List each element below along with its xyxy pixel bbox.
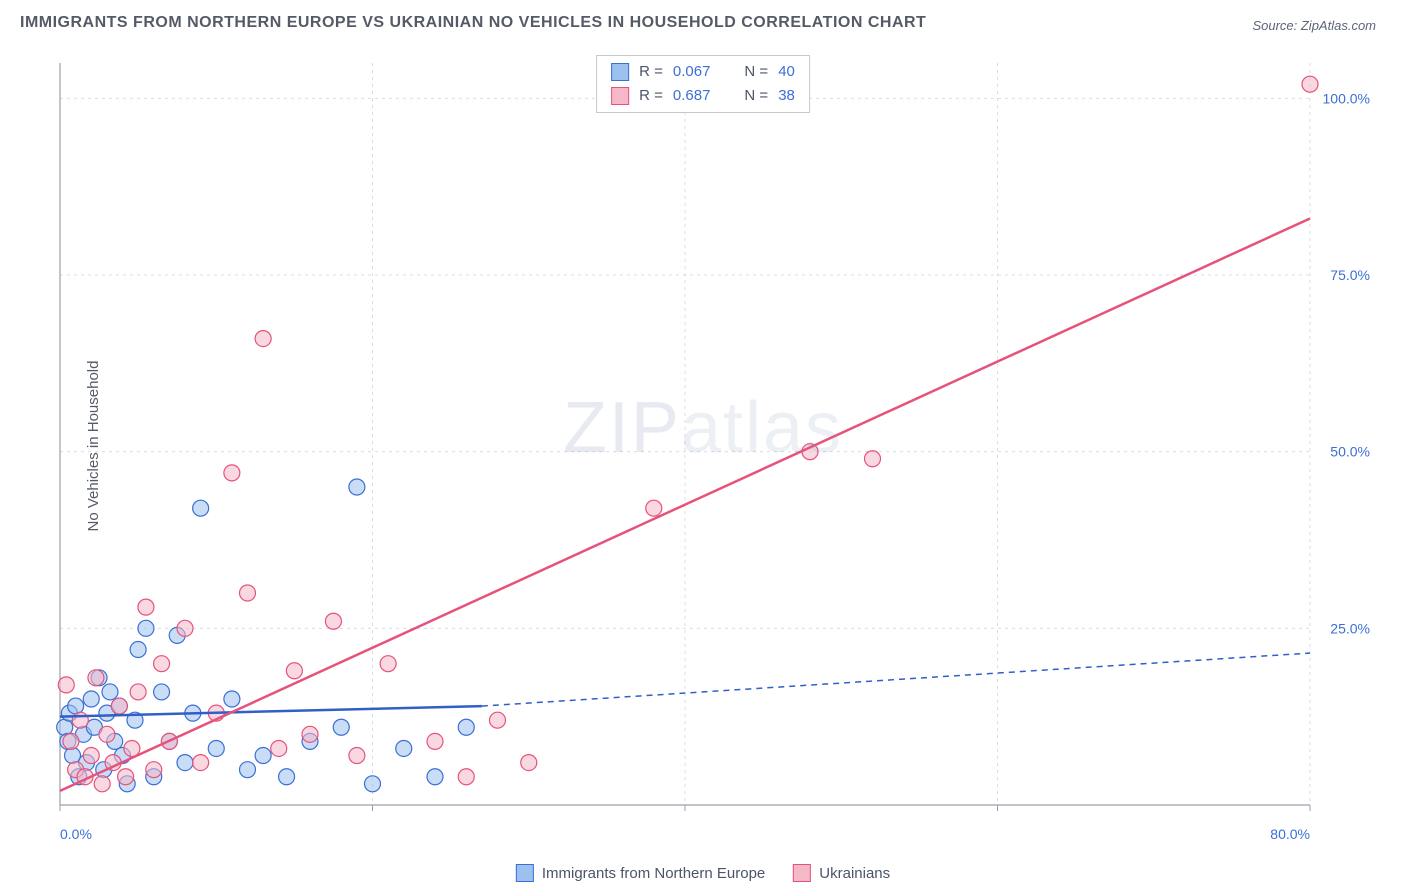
legend-swatch xyxy=(516,864,534,882)
page-title: IMMIGRANTS FROM NORTHERN EUROPE VS UKRAI… xyxy=(20,14,926,32)
stats-legend-row: R = 0.067 N = 40 xyxy=(611,60,795,84)
legend-swatch xyxy=(793,864,811,882)
series-legend: Immigrants from Northern Europe Ukrainian… xyxy=(516,864,890,882)
svg-text:100.0%: 100.0% xyxy=(1323,90,1370,106)
svg-text:80.0%: 80.0% xyxy=(1270,826,1310,842)
n-value: 38 xyxy=(778,84,795,108)
n-label: N = xyxy=(744,84,768,108)
svg-text:50.0%: 50.0% xyxy=(1330,444,1370,460)
source-attribution: Source: ZipAtlas.com xyxy=(1252,18,1376,33)
series-legend-item: Ukrainians xyxy=(793,864,890,882)
legend-swatch xyxy=(611,63,629,81)
r-label: R = xyxy=(639,60,663,84)
stats-legend-row: R = 0.687 N = 38 xyxy=(611,84,795,108)
series-name: Immigrants from Northern Europe xyxy=(542,865,765,882)
svg-text:0.0%: 0.0% xyxy=(60,826,92,842)
n-label: N = xyxy=(744,60,768,84)
r-value: 0.687 xyxy=(673,84,711,108)
r-label: R = xyxy=(639,84,663,108)
legend-swatch xyxy=(611,87,629,105)
svg-text:25.0%: 25.0% xyxy=(1330,620,1370,636)
correlation-chart: 25.0% 50.0% 75.0% 100.0% 0.0% 80.0% xyxy=(50,55,1380,845)
series-legend-item: Immigrants from Northern Europe xyxy=(516,864,765,882)
svg-text:75.0%: 75.0% xyxy=(1330,267,1370,283)
r-value: 0.067 xyxy=(673,60,711,84)
stats-legend: R = 0.067 N = 40 R = 0.687 N = 38 xyxy=(596,55,810,113)
series-name: Ukrainians xyxy=(819,865,890,882)
n-value: 40 xyxy=(778,60,795,84)
